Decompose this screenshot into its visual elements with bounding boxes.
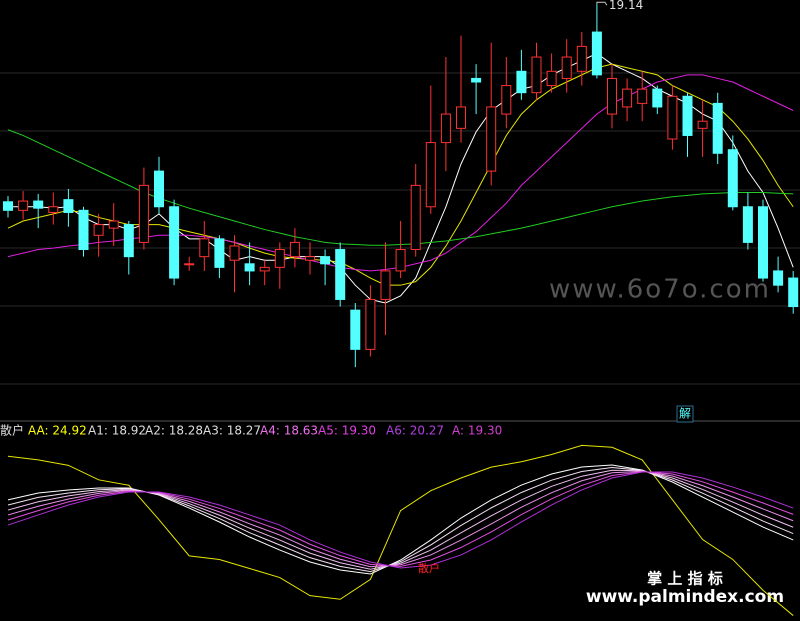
candle-body <box>320 256 331 265</box>
candle-body <box>591 31 602 76</box>
candle-body <box>773 270 784 286</box>
signal-label: 解 <box>679 407 691 421</box>
candle-body <box>123 224 134 258</box>
candle-body <box>274 249 285 268</box>
candle-body <box>456 106 466 129</box>
legend-entry: A5: 19.30 <box>318 424 376 438</box>
candle-body <box>93 224 104 236</box>
indicator-line <box>7 471 794 569</box>
candle-body <box>244 263 255 272</box>
candle-body <box>682 95 693 136</box>
candle-body <box>516 70 527 94</box>
candle-body <box>788 277 799 308</box>
candle-body <box>259 266 270 272</box>
watermark: www.6o7o.com <box>549 275 771 305</box>
candle-body <box>425 142 436 208</box>
candle-body <box>622 88 633 108</box>
candle-body <box>365 298 376 350</box>
candle-body <box>471 77 482 83</box>
legend-entry: A: 19.30 <box>452 424 502 438</box>
candle-body <box>305 256 315 261</box>
candle-body <box>742 206 753 243</box>
legend-entry: A4: 18.63 <box>260 424 318 438</box>
candle-body <box>531 56 542 94</box>
candle-body <box>3 201 13 211</box>
candle-body <box>33 200 44 209</box>
high-marker <box>596 1 608 6</box>
candle-body <box>154 170 164 208</box>
high-label: 19.14 <box>609 0 643 12</box>
candle-body <box>712 102 723 154</box>
ma-line <box>7 63 794 286</box>
candle-body <box>501 85 512 115</box>
watermark: 掌 上 指 标 <box>647 570 723 588</box>
candle-body <box>440 113 451 144</box>
candle-body <box>697 120 708 129</box>
candle-body <box>138 184 149 243</box>
candle-body <box>546 70 557 87</box>
indicator-line <box>7 444 794 616</box>
candle-body <box>561 56 572 79</box>
candle-body <box>350 309 361 350</box>
candle-body <box>229 245 240 261</box>
candle-body <box>410 184 421 251</box>
candle-body <box>395 249 406 272</box>
candle-body <box>758 206 768 279</box>
candle-body <box>214 238 225 268</box>
candle-body <box>667 95 678 140</box>
candle-body <box>637 88 648 104</box>
candle-body <box>607 77 617 115</box>
candle-body <box>18 200 29 211</box>
candle-body <box>63 199 74 213</box>
candle-body <box>78 209 89 251</box>
indicator-annotation: 散户 <box>418 561 440 575</box>
candle-body <box>48 206 59 213</box>
signal-box <box>676 405 694 423</box>
candle-body <box>335 249 346 300</box>
legend-entry: A1: 18.92 <box>88 424 146 438</box>
candle-body <box>108 220 119 229</box>
candle-body <box>576 45 587 72</box>
candle-body <box>169 206 180 279</box>
candle-body <box>289 241 300 258</box>
legend-entry: A3: 18.27 <box>203 424 261 438</box>
candle-body <box>727 149 738 208</box>
candle-body <box>199 238 210 258</box>
candle-body <box>184 263 195 266</box>
legend-entry: AA: 24.92 <box>28 424 87 438</box>
legend-entry: A6: 20.27 <box>386 424 444 438</box>
candle-body <box>380 270 391 300</box>
watermark: www.palmindex.com <box>586 587 784 607</box>
candle-body <box>486 106 497 172</box>
legend-entry: A2: 18.28 <box>145 424 203 438</box>
ma-line <box>8 52 794 304</box>
candle-body <box>652 88 663 108</box>
indicator-title: 散户 <box>0 423 24 438</box>
